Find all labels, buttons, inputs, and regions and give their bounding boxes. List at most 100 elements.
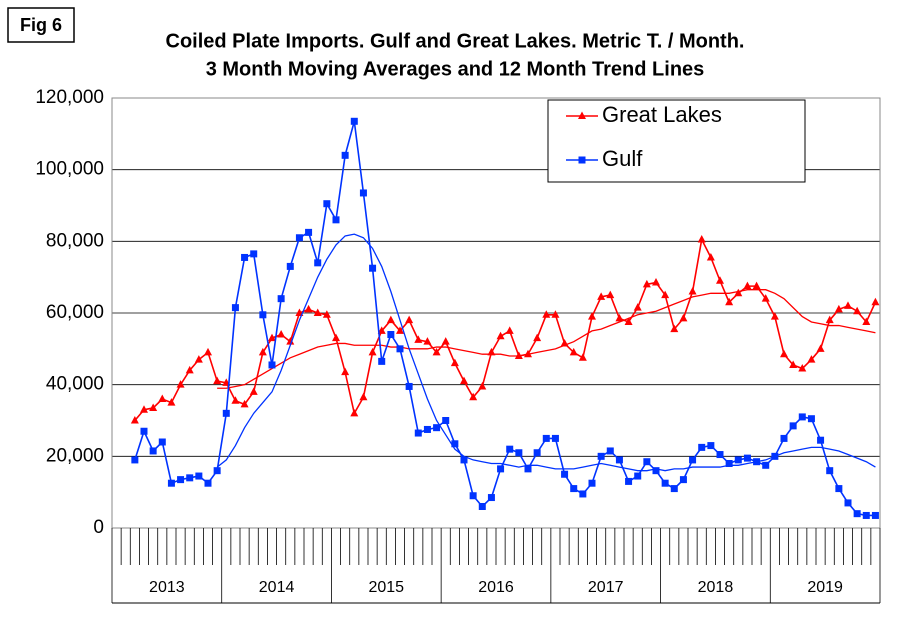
marker [231, 304, 239, 312]
marker [542, 310, 551, 318]
marker [569, 347, 578, 356]
marker [341, 151, 349, 159]
marker [304, 304, 313, 313]
marker [204, 347, 212, 356]
marker [176, 380, 185, 388]
y-tick-label: 100,000 [35, 159, 104, 180]
marker [386, 315, 395, 324]
marker [478, 381, 487, 390]
marker [588, 479, 596, 487]
marker [716, 451, 724, 459]
marker [826, 467, 834, 475]
marker [487, 494, 495, 502]
marker [478, 503, 486, 510]
marker [359, 189, 367, 197]
marker [834, 304, 843, 313]
marker [634, 472, 642, 480]
marker [487, 347, 496, 356]
marker [423, 425, 431, 433]
marker [817, 436, 825, 444]
marker [405, 315, 414, 324]
marker [652, 278, 660, 286]
marker [597, 452, 605, 460]
marker [158, 438, 166, 446]
marker [460, 376, 468, 385]
marker [506, 445, 514, 453]
year-label: 2015 [368, 579, 404, 596]
marker [825, 315, 834, 324]
marker [268, 333, 276, 342]
marker [697, 235, 706, 243]
y-tick-label: 40,000 [46, 374, 104, 395]
y-tick-label: 80,000 [46, 230, 104, 251]
marker [432, 347, 441, 356]
marker [286, 337, 295, 345]
marker [780, 349, 788, 358]
marker [469, 392, 478, 401]
marker [762, 461, 770, 469]
marker [670, 485, 678, 493]
marker [313, 308, 322, 316]
marker [835, 485, 843, 493]
marker [505, 326, 514, 334]
legend-label: Great Lakes [602, 102, 722, 127]
marker [642, 279, 651, 288]
marker [771, 452, 779, 460]
marker [844, 499, 852, 507]
marker [369, 264, 377, 272]
marker [414, 429, 422, 437]
marker [241, 253, 249, 261]
marker [158, 394, 167, 402]
marker [524, 349, 532, 358]
marker [396, 326, 404, 334]
marker [451, 440, 459, 448]
marker [862, 511, 870, 519]
marker [679, 313, 688, 322]
marker [277, 330, 286, 338]
marker [194, 355, 203, 363]
marker [689, 456, 697, 464]
marker [698, 443, 706, 451]
year-label: 2013 [149, 579, 185, 596]
marker [578, 156, 586, 164]
marker [578, 111, 586, 119]
y-tick-label: 0 [93, 517, 104, 538]
marker [433, 424, 441, 432]
marker [423, 337, 432, 345]
marker [844, 301, 852, 309]
marker [789, 422, 797, 430]
marker [661, 479, 669, 487]
marker [561, 470, 569, 478]
marker [405, 382, 413, 390]
marker [679, 476, 687, 484]
marker [249, 387, 258, 395]
marker [615, 456, 623, 464]
marker [743, 454, 751, 462]
marker [167, 479, 175, 487]
marker [816, 344, 825, 352]
marker [323, 200, 331, 208]
year-label: 2016 [478, 579, 514, 596]
marker [725, 460, 733, 467]
marker [378, 357, 386, 365]
y-tick-label: 20,000 [46, 445, 104, 466]
marker [551, 310, 560, 318]
marker [140, 405, 148, 413]
marker [798, 413, 806, 421]
year-label: 2014 [259, 579, 295, 596]
marker [387, 331, 395, 338]
marker [377, 326, 386, 334]
marker [469, 492, 477, 500]
marker [341, 367, 350, 376]
marker [871, 297, 880, 306]
marker [734, 288, 743, 297]
marker [305, 228, 313, 236]
marker [195, 472, 203, 480]
marker [606, 447, 614, 455]
marker [213, 467, 221, 475]
marker [706, 252, 715, 261]
series-line [134, 237, 877, 422]
marker [670, 324, 679, 333]
marker [177, 476, 185, 484]
marker [368, 347, 377, 356]
